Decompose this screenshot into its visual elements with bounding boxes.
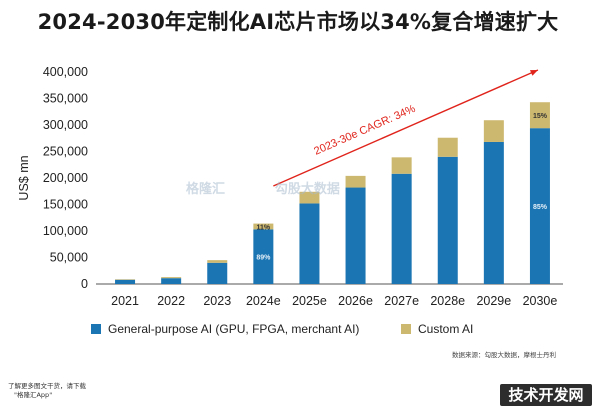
- x-tick-label: 2028e: [430, 294, 465, 308]
- y-tick-label: 350,000: [43, 92, 88, 106]
- x-tick-label: 2022: [157, 294, 185, 308]
- x-tick-label: 2024e: [246, 294, 281, 308]
- y-tick-label: 150,000: [43, 198, 88, 212]
- bar-label-general-share: 89%: [256, 255, 271, 262]
- y-tick-label: 0: [81, 277, 88, 291]
- cagr-arrow-line: [273, 69, 539, 187]
- bar-general-purpose-2026e: [345, 187, 366, 284]
- bar-general-purpose-2022: [161, 278, 182, 284]
- bar-general-purpose-2028e: [437, 156, 458, 284]
- bar-custom-2030e: [529, 102, 550, 129]
- y-tick-label: 200,000: [43, 171, 88, 185]
- cagr-arrow-head: [529, 70, 538, 76]
- legend: General-purpose AI (GPU, FPGA, merchant …: [91, 322, 556, 359]
- legend-label-general-purpose: General-purpose AI (GPU, FPGA, merchant …: [108, 322, 359, 336]
- legend-swatch-custom: [401, 324, 411, 334]
- y-axis-label: US$ mn: [17, 155, 31, 200]
- bar-label-custom-share: 15%: [533, 113, 548, 120]
- x-tick-label: 2029e: [476, 294, 511, 308]
- chart-title: 2024-2030年定制化AI芯片市场以34%复合增速扩大: [37, 10, 559, 34]
- y-tick-label: 400,000: [43, 65, 88, 79]
- bar-custom-2022: [161, 277, 182, 279]
- bar-custom-2025e: [299, 191, 320, 204]
- x-tick-label: 2026e: [338, 294, 373, 308]
- bars: [115, 102, 550, 284]
- x-tick-label: 2027e: [384, 294, 419, 308]
- bar-custom-2023: [207, 260, 228, 263]
- bar-custom-2021: [115, 279, 136, 280]
- y-tick-label: 50,000: [50, 251, 88, 265]
- x-tick-label: 2030e: [523, 294, 558, 308]
- bar-custom-2028e: [437, 137, 458, 157]
- bar-general-purpose-2027e: [391, 173, 412, 284]
- bar-custom-2027e: [391, 157, 412, 174]
- y-tick-label: 100,000: [43, 224, 88, 238]
- bar-custom-2029e: [483, 120, 504, 142]
- x-tick-label: 2021: [111, 294, 139, 308]
- source-note: 数据来源：勾股大数据，摩根士丹利: [452, 350, 556, 359]
- bar-label-general-share: 85%: [533, 204, 548, 211]
- footnote: 了解更多图文干货，请下载 "格隆汇App": [8, 382, 86, 400]
- footnote-line-2: "格隆汇App": [14, 391, 53, 399]
- legend-label-custom: Custom AI: [418, 322, 473, 336]
- bar-general-purpose-2024e: [253, 229, 274, 284]
- y-tick-label: 250,000: [43, 145, 88, 159]
- watermark-logo: 格隆汇 勾股大数据: [186, 182, 340, 197]
- bar-general-purpose-2025e: [299, 203, 320, 284]
- legend-swatch-general-purpose: [91, 324, 101, 334]
- bar-general-purpose-2029e: [483, 141, 504, 284]
- y-tick-label: 300,000: [43, 118, 88, 132]
- x-tick-label: 2023: [203, 294, 231, 308]
- bar-general-purpose-2030e: [529, 128, 550, 284]
- bar-label-custom-share: 11%: [257, 224, 271, 231]
- footnote-line-1: 了解更多图文干货，请下载: [8, 382, 86, 390]
- x-tick-label: 2025e: [292, 294, 327, 308]
- bar-custom-2024e: [253, 223, 274, 230]
- bar-custom-2026e: [345, 175, 366, 188]
- corner-watermark: 技术开发网: [500, 384, 592, 406]
- bar-general-purpose-2023: [207, 262, 228, 284]
- bar-general-purpose-2021: [115, 279, 136, 284]
